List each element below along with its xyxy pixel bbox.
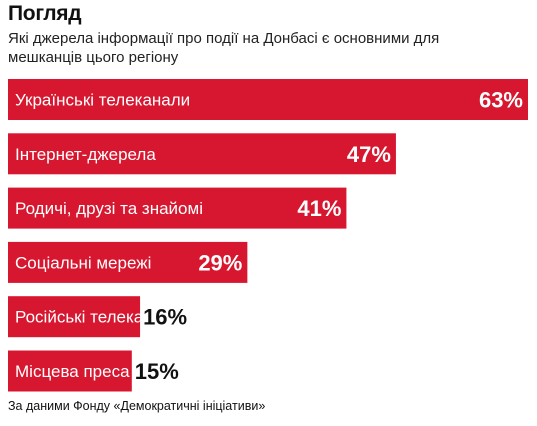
- bar-1: [8, 79, 528, 120]
- category-label-3: Родичі, друзі та знайомі: [15, 199, 203, 218]
- bar-4: [8, 241, 248, 283]
- bar-3: [8, 187, 347, 229]
- value-label-6: 15%: [135, 359, 179, 384]
- category-label-2: Інтернет-джерела: [15, 145, 156, 164]
- category-label-6: Місцева преса: [15, 362, 130, 381]
- value-label-4: 29%: [198, 250, 242, 275]
- bar-2: [8, 133, 396, 175]
- category-label-1: Українські телеканали: [15, 91, 190, 110]
- category-label-5: Російські телеканали: [15, 308, 182, 327]
- chart-subtitle: Які джерела інформації про події на Донб…: [8, 30, 440, 66]
- source-note: За даними Фонду «Демократичні ініціативи…: [8, 399, 266, 413]
- value-label-2: 47%: [347, 142, 391, 167]
- category-label-4: Соціальні мережі: [15, 253, 151, 272]
- chart-title: Погляд: [8, 2, 82, 25]
- value-label-3: 41%: [297, 196, 341, 221]
- value-label-5: 16%: [143, 305, 187, 330]
- value-label-1: 63%: [479, 88, 523, 113]
- bar-6: [8, 350, 132, 392]
- bar-5: [8, 296, 141, 338]
